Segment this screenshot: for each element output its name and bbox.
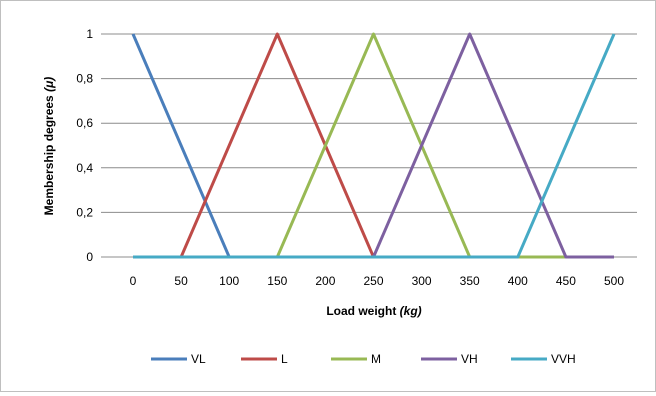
y-axis-title-main: Membership degrees — [42, 95, 56, 215]
x-tick-label: 50 — [174, 274, 188, 288]
x-tick-label: 500 — [604, 274, 624, 288]
x-tick-label: 150 — [267, 274, 287, 288]
series-line-vh — [372, 32, 614, 259]
series-line-m — [275, 32, 614, 259]
y-tick-labels: 0 0,2 0,4 0,6 0,8 1 — [76, 27, 93, 264]
x-tick-labels: 0 50 100 150 200 250 300 350 400 450 500 — [130, 274, 625, 288]
x-tick-label: 100 — [219, 274, 239, 288]
x-axis-title-unit: (kg) — [400, 304, 422, 318]
x-tick-label: 350 — [460, 274, 480, 288]
y-axis-title-unit: (μ) — [42, 77, 56, 92]
y-tick-label: 0,2 — [76, 205, 93, 219]
x-axis-title: Load weight (kg) — [326, 304, 421, 318]
x-tick-label: 300 — [412, 274, 432, 288]
legend-label-m: M — [371, 352, 381, 366]
y-tick-label: 1 — [86, 27, 93, 41]
legend: VL L M VH VVH — [151, 352, 576, 366]
legend-label-l: L — [281, 352, 288, 366]
legend-label-vh: VH — [461, 352, 478, 366]
x-tick-label: 400 — [508, 274, 528, 288]
y-tick-label: 0,4 — [76, 161, 93, 175]
legend-label-vvh: VVH — [551, 352, 576, 366]
series-lines — [131, 32, 616, 259]
x-tick-label: 250 — [363, 274, 383, 288]
series-line-l — [179, 32, 375, 258]
x-tick-label: 200 — [315, 274, 335, 288]
y-tick-label: 0 — [86, 250, 93, 264]
legend-label-vl: VL — [191, 352, 206, 366]
y-tick-label: 0,8 — [76, 72, 93, 86]
x-axis-title-main: Load weight — [326, 304, 396, 318]
series-line-vvh — [133, 33, 616, 259]
x-tick-label: 0 — [130, 274, 137, 288]
series-line-vl — [131, 33, 614, 259]
x-tick-label: 450 — [556, 274, 576, 288]
y-tick-label: 0,6 — [76, 116, 93, 130]
y-axis-title: Membership degrees (μ) — [42, 77, 56, 216]
